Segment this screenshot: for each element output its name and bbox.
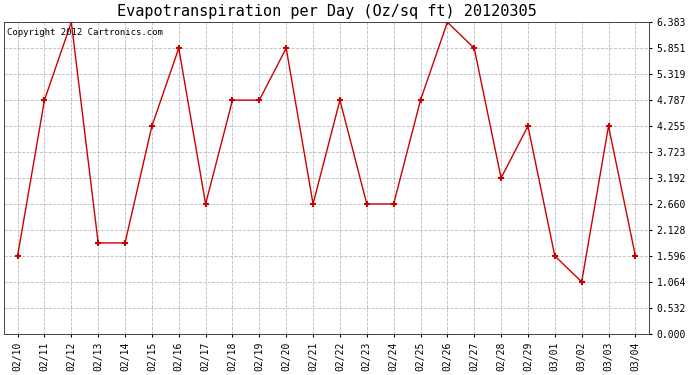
Title: Evapotranspiration per Day (Oz/sq ft) 20120305: Evapotranspiration per Day (Oz/sq ft) 20…	[117, 4, 536, 19]
Text: Copyright 2012 Cartronics.com: Copyright 2012 Cartronics.com	[8, 28, 164, 37]
